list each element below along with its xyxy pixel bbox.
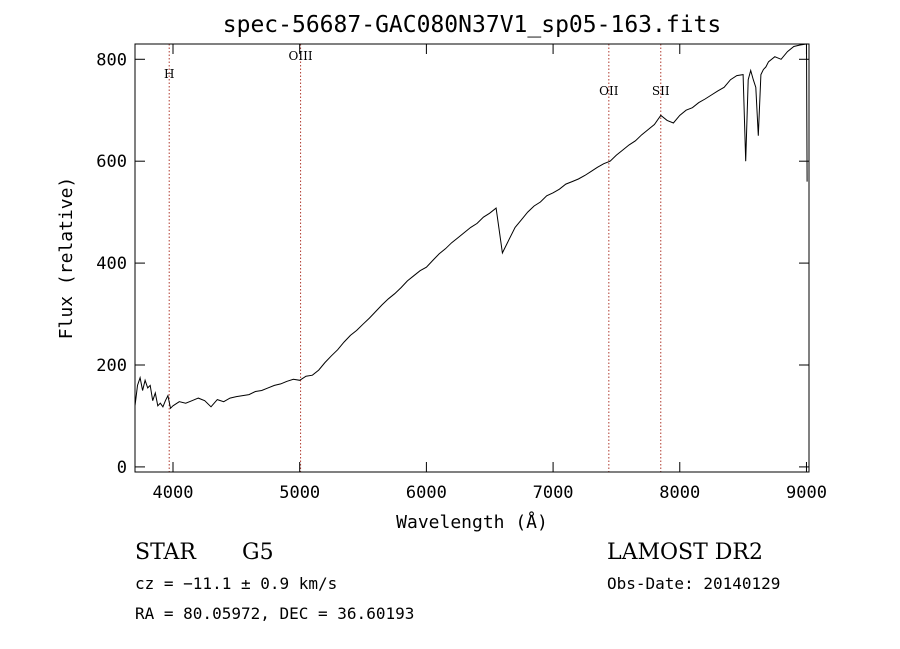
- x-tick-label: 6000: [406, 483, 447, 503]
- reference-line-label: SII: [652, 84, 670, 98]
- x-tick-label: 7000: [533, 483, 574, 503]
- y-tick-label: 0: [117, 458, 127, 478]
- reference-line-label: H: [164, 67, 174, 81]
- x-axis-label: Wavelength (Å): [396, 511, 548, 533]
- reference-lines: H OIII OII SII: [164, 44, 670, 472]
- coordinates-text: RA = 80.05972, DEC = 36.60193: [135, 604, 414, 623]
- x-tick-label: 4000: [153, 483, 194, 503]
- object-subclass: G5: [242, 540, 274, 565]
- y-axis-label: Flux (relative): [56, 177, 77, 340]
- y-tick-label: 200: [96, 356, 127, 376]
- reference-line-label: OII: [599, 84, 619, 98]
- y-tick-label: 400: [96, 254, 127, 274]
- chart-title: spec-56687-GAC080N37V1_sp05-163.fits: [223, 12, 722, 38]
- object-class: STAR: [135, 540, 197, 565]
- x-tick-label: 9000: [786, 483, 827, 503]
- redshift-text: cz = −11.1 ± 0.9 km/s: [135, 574, 337, 593]
- plot-frame: [134, 43, 810, 473]
- y-axis: 0 200 400 600 800: [96, 50, 809, 478]
- y-tick-label: 800: [96, 50, 127, 70]
- x-tick-label: 5000: [279, 483, 320, 503]
- spectrum-line: [134, 43, 808, 410]
- reference-line-label: OIII: [289, 49, 313, 63]
- obs-date: Obs-Date: 20140129: [607, 574, 780, 593]
- x-tick-label: 8000: [659, 483, 700, 503]
- x-axis: 4000 5000 6000 7000 8000 9000: [153, 44, 827, 503]
- y-tick-label: 600: [96, 152, 127, 172]
- survey-name: LAMOST DR2: [607, 540, 763, 565]
